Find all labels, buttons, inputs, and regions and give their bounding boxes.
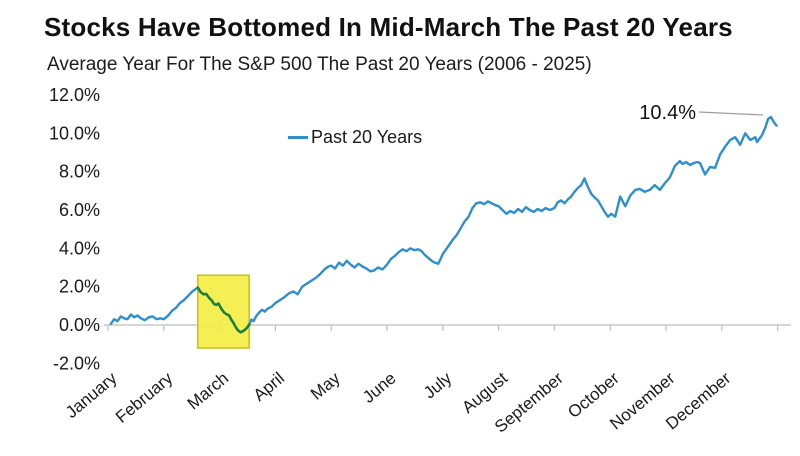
x-axis-month-label: March xyxy=(184,369,232,414)
series-line-past-20-years xyxy=(109,286,200,326)
y-axis-tick-label: 6.0% xyxy=(59,200,100,220)
x-axis-month-label: May xyxy=(307,368,344,404)
annotation-leader-line xyxy=(698,111,764,116)
x-axis-month-label: July xyxy=(420,368,456,402)
x-axis-month-label: June xyxy=(359,369,399,407)
peak-value-annotation: 10.4% xyxy=(639,102,696,124)
x-axis-month-label: August xyxy=(458,368,511,417)
y-axis-tick-label: 12.0% xyxy=(49,85,100,105)
x-axis-month-label: April xyxy=(250,369,288,405)
series-line-march-decline xyxy=(196,286,251,334)
y-axis-tick-label: 0.0% xyxy=(59,315,100,335)
series-line-past-20-years xyxy=(247,115,778,326)
legend-label: Past 20 Years xyxy=(311,127,423,147)
y-axis-tick-label: 4.0% xyxy=(59,238,100,258)
legend: Past 20 Years xyxy=(288,127,422,148)
y-axis-tick-label: 8.0% xyxy=(59,162,100,182)
y-axis-tick-label: 2.0% xyxy=(59,277,100,297)
chart-subtitle: Average Year For The S&P 500 The Past 20… xyxy=(47,54,592,75)
legend-line-swatch xyxy=(288,136,308,139)
chart-title: Stocks Have Bottomed In Mid-March The Pa… xyxy=(44,12,733,42)
x-axis-month-label: February xyxy=(112,368,177,427)
y-axis-tick-label: 10.0% xyxy=(49,123,100,143)
y-axis-tick-label: -2.0% xyxy=(53,353,100,373)
x-axis-month-label: January xyxy=(62,368,121,422)
